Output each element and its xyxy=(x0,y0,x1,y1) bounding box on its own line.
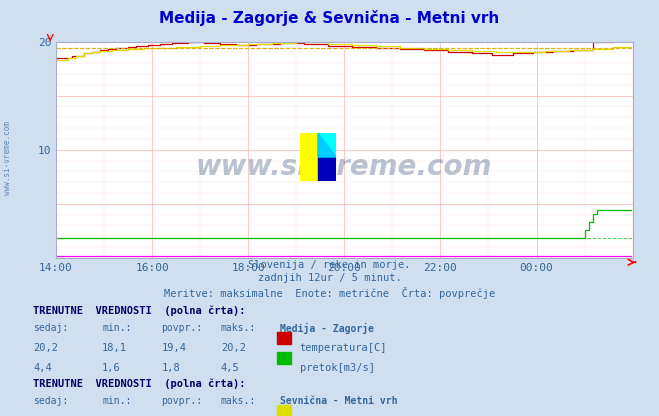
Text: 18,1: 18,1 xyxy=(102,343,127,353)
Text: sedaj:: sedaj: xyxy=(33,323,68,333)
Text: TRENUTNE  VREDNOSTI  (polna črta):: TRENUTNE VREDNOSTI (polna črta): xyxy=(33,306,245,316)
Text: povpr.:: povpr.: xyxy=(161,323,202,333)
Text: 4,4: 4,4 xyxy=(33,363,51,373)
Bar xyxy=(300,133,318,181)
Text: sedaj:: sedaj: xyxy=(33,396,68,406)
Text: maks.:: maks.: xyxy=(221,396,256,406)
Text: 1,6: 1,6 xyxy=(102,363,121,373)
Text: 1,8: 1,8 xyxy=(161,363,180,373)
Text: TRENUTNE  VREDNOSTI  (polna črta):: TRENUTNE VREDNOSTI (polna črta): xyxy=(33,379,245,389)
Text: maks.:: maks.: xyxy=(221,323,256,333)
Polygon shape xyxy=(318,157,336,181)
Text: min.:: min.: xyxy=(102,396,132,406)
Text: 4,5: 4,5 xyxy=(221,363,239,373)
Text: min.:: min.: xyxy=(102,323,132,333)
Text: Slovenija / reke in morje.: Slovenija / reke in morje. xyxy=(248,260,411,270)
Text: Medija - Zagorje & Sevnična - Metni vrh: Medija - Zagorje & Sevnična - Metni vrh xyxy=(159,10,500,26)
Text: 20,2: 20,2 xyxy=(221,343,246,353)
Text: Medija - Zagorje: Medija - Zagorje xyxy=(280,323,374,334)
Text: 19,4: 19,4 xyxy=(161,343,186,353)
Polygon shape xyxy=(318,133,336,157)
Text: www.si-vreme.com: www.si-vreme.com xyxy=(196,153,492,181)
Text: zadnjih 12ur / 5 minut.: zadnjih 12ur / 5 minut. xyxy=(258,273,401,283)
Text: Meritve: maksimalne  Enote: metrične  Črta: povprečje: Meritve: maksimalne Enote: metrične Črta… xyxy=(164,287,495,299)
Text: pretok[m3/s]: pretok[m3/s] xyxy=(300,363,375,373)
Text: temperatura[C]: temperatura[C] xyxy=(300,343,387,353)
Text: www.si-vreme.com: www.si-vreme.com xyxy=(3,121,13,195)
Text: Sevnična - Metni vrh: Sevnična - Metni vrh xyxy=(280,396,397,406)
Text: povpr.:: povpr.: xyxy=(161,396,202,406)
Polygon shape xyxy=(318,133,336,157)
Text: 20,2: 20,2 xyxy=(33,343,58,353)
